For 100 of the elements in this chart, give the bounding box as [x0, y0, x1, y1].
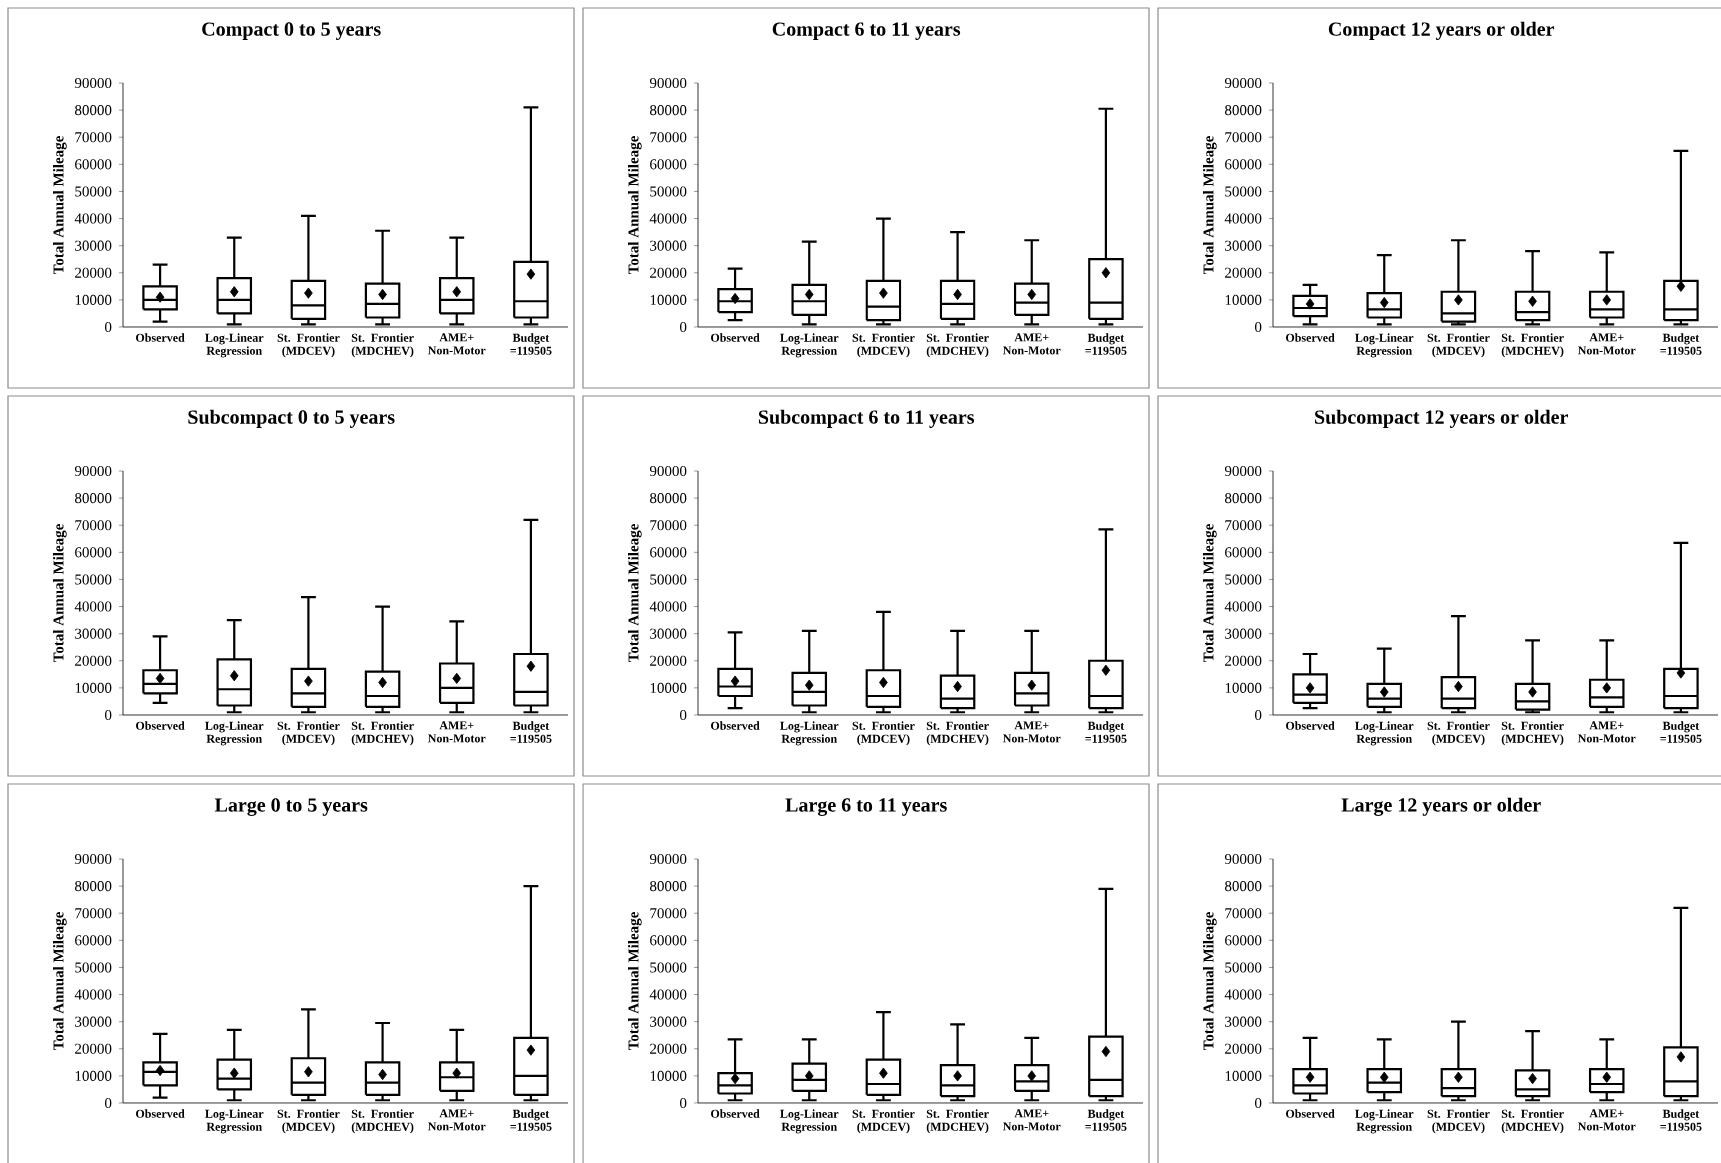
- x-tick-label: Observed: [136, 721, 185, 730]
- y-axis-title: Total Annual Mileage: [627, 136, 642, 275]
- y-tick-label: 80000: [75, 105, 112, 116]
- x-tick-label: St. Frontier (MDCHEV): [926, 1109, 989, 1134]
- y-tick-label: 80000: [650, 493, 687, 504]
- x-tick-label: St. Frontier (MDCHEV): [926, 333, 989, 358]
- x-tick-label: Budget =119505: [1660, 1109, 1702, 1131]
- y-tick-label: 20000: [75, 1043, 112, 1054]
- y-tick-label: 80000: [650, 105, 687, 116]
- y-tick-label: 20000: [75, 655, 112, 666]
- y-tick-label: 70000: [650, 132, 687, 143]
- x-tick-label: Budget =119505: [510, 333, 552, 355]
- y-tick-label: 0: [105, 321, 112, 333]
- y-tick-label: 70000: [75, 132, 112, 143]
- y-tick-label: 10000: [75, 1070, 112, 1081]
- x-tick-label: St. Frontier (MDCEV): [277, 1109, 340, 1134]
- x-tick-label: Log-Linear Regression: [780, 1109, 839, 1134]
- chart-title: Large 6 to 11 years: [785, 798, 947, 816]
- x-tick-label: Log-Linear Regression: [205, 721, 264, 746]
- x-tick-label: St. Frontier (MDCEV): [277, 333, 340, 358]
- x-tick-label: Log-Linear Regression: [1355, 1109, 1414, 1134]
- y-axis-title: Total Annual Mileage: [52, 524, 67, 663]
- y-tick-label: 90000: [649, 853, 687, 865]
- x-tick-label: Log-Linear Regression: [780, 721, 839, 746]
- x-tick-label: Observed: [1286, 333, 1335, 342]
- y-tick-label: 20000: [1225, 1043, 1262, 1054]
- y-axis-title: Total Annual Mileage: [52, 136, 67, 275]
- x-tick-label: AME+ Non-Motor: [1002, 1109, 1061, 1131]
- y-tick-label: 60000: [75, 935, 112, 946]
- y-tick-label: 20000: [75, 267, 112, 278]
- y-tick-label: 30000: [75, 240, 112, 251]
- y-tick-label: 50000: [1225, 574, 1262, 585]
- y-tick-label: 0: [105, 1097, 112, 1109]
- y-tick-label: 40000: [74, 989, 112, 1000]
- y-tick-label: 50000: [75, 186, 112, 197]
- y-tick-label: 10000: [650, 294, 687, 305]
- x-tick-label: St. Frontier (MDCHEV): [1501, 333, 1564, 358]
- y-tick-label: 90000: [649, 77, 687, 89]
- y-tick-label: 60000: [1225, 935, 1262, 946]
- x-tick-label: St. Frontier (MDCEV): [852, 333, 915, 358]
- y-tick-label: 80000: [75, 493, 112, 504]
- x-tick-label: AME+ Non-Motor: [427, 333, 486, 355]
- y-tick-label: 90000: [1224, 853, 1262, 865]
- x-tick-label: Budget =119505: [510, 1109, 552, 1131]
- x-tick-label: Log-Linear Regression: [1355, 721, 1414, 746]
- x-tick-label: Observed: [136, 333, 185, 342]
- y-tick-label: 40000: [649, 989, 687, 1000]
- x-tick-label: AME+ Non-Motor: [1577, 721, 1636, 743]
- y-tick-label: 20000: [650, 1043, 687, 1054]
- x-tick-label: St. Frontier (MDCHEV): [351, 721, 414, 746]
- y-tick-label: 20000: [650, 655, 687, 666]
- y-tick-label: 60000: [1225, 159, 1262, 170]
- y-tick-label: 80000: [1225, 105, 1262, 116]
- y-tick-label: 30000: [75, 1016, 112, 1027]
- y-tick-label: 70000: [1225, 520, 1262, 531]
- y-axis-title: Total Annual Mileage: [627, 524, 642, 663]
- y-tick-label: 20000: [1225, 655, 1262, 666]
- chart-title: Compact 6 to 11 years: [772, 22, 961, 40]
- y-tick-label: 80000: [650, 881, 687, 892]
- y-tick-label: 50000: [75, 962, 112, 973]
- y-tick-label: 0: [1255, 321, 1262, 333]
- x-tick-label: St. Frontier (MDCEV): [1427, 333, 1490, 358]
- x-tick-label: Budget =119505: [510, 721, 552, 743]
- y-tick-label: 70000: [650, 908, 687, 919]
- x-tick-label: Log-Linear Regression: [205, 333, 264, 358]
- x-tick-label: St. Frontier (MDCEV): [1427, 1109, 1490, 1134]
- y-tick-label: 70000: [75, 520, 112, 531]
- y-tick-label: 70000: [650, 520, 687, 531]
- chart-title: Subcompact 12 years or older: [1315, 409, 1568, 428]
- x-tick-label: AME+ Non-Motor: [1002, 333, 1061, 355]
- y-tick-label: 10000: [75, 682, 112, 693]
- y-tick-label: 60000: [75, 159, 112, 170]
- x-tick-label: Budget =119505: [1660, 333, 1702, 355]
- x-tick-label: Budget =119505: [1660, 721, 1702, 743]
- x-tick-label: Log-Linear Regression: [1355, 333, 1414, 358]
- y-tick-label: 80000: [75, 881, 112, 892]
- x-tick-label: AME+ Non-Motor: [427, 721, 486, 743]
- y-tick-label: 30000: [650, 240, 687, 251]
- y-tick-label: 40000: [1224, 989, 1262, 1000]
- y-tick-label: 30000: [650, 1016, 687, 1027]
- y-tick-label: 50000: [1225, 186, 1262, 197]
- x-tick-label: Observed: [1286, 721, 1335, 730]
- y-tick-label: 90000: [74, 465, 112, 477]
- x-tick-label: St. Frontier (MDCEV): [277, 721, 340, 746]
- y-tick-label: 40000: [74, 213, 112, 224]
- y-tick-label: 40000: [649, 601, 687, 612]
- x-tick-label: Budget =119505: [1085, 1109, 1127, 1131]
- y-tick-label: 40000: [74, 601, 112, 612]
- y-tick-label: 70000: [75, 908, 112, 919]
- x-tick-label: AME+ Non-Motor: [1002, 721, 1061, 743]
- x-tick-label: Observed: [1286, 1109, 1335, 1118]
- x-tick-label: St. Frontier (MDCHEV): [351, 333, 414, 358]
- y-tick-label: 10000: [1225, 1070, 1262, 1081]
- y-tick-label: 70000: [1225, 132, 1262, 143]
- y-tick-label: 20000: [650, 267, 687, 278]
- y-tick-label: 50000: [650, 962, 687, 973]
- y-tick-label: 90000: [74, 853, 112, 865]
- y-tick-label: 30000: [75, 628, 112, 639]
- y-tick-label: 60000: [1225, 547, 1262, 558]
- x-tick-label: Observed: [711, 1109, 760, 1118]
